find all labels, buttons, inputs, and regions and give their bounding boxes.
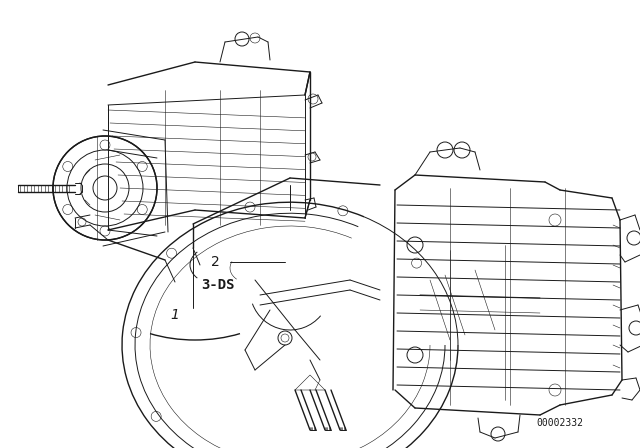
Text: 00002332: 00002332 [536,418,584,428]
Text: 1: 1 [171,308,179,322]
Text: 3-DS: 3-DS [201,278,235,292]
Text: 2: 2 [211,255,220,269]
